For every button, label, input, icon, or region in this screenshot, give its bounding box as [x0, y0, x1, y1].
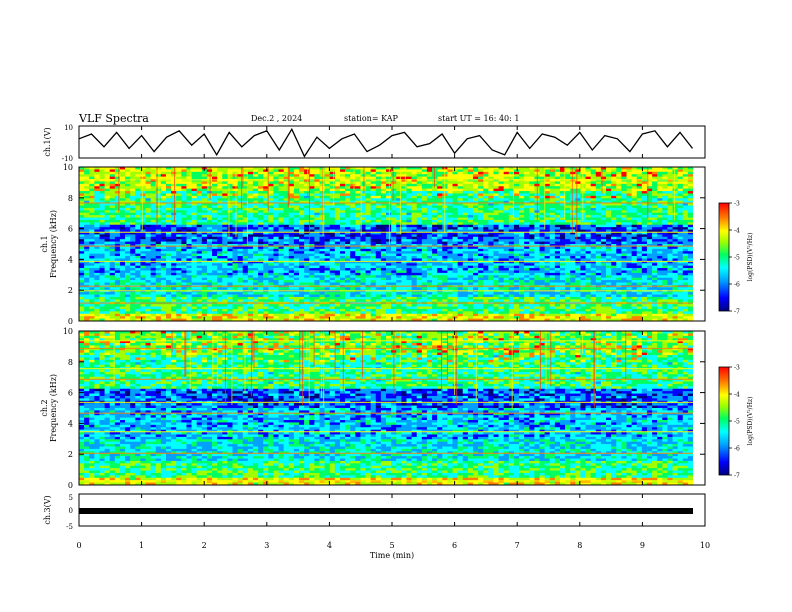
freq-tick-label: 0 — [68, 317, 73, 326]
freq-tick-label: 6 — [68, 225, 73, 234]
colorbar-tick-label: -5 — [734, 419, 740, 426]
freq-tick-label: 8 — [68, 358, 73, 367]
time-axis-ticks: 0 1 2 3 4 5 6 7 8 9 10 — [76, 126, 710, 550]
ch1-ylabel-frequency: Frequency (kHz) — [49, 210, 58, 278]
colorbar-tick-label: -4 — [734, 392, 740, 399]
ch1-yticks: 0 2 4 6 8 10 — [63, 163, 705, 326]
time-tick-label: 1 — [139, 541, 144, 550]
time-tick-label: 7 — [515, 541, 520, 550]
freq-tick-label: 2 — [68, 286, 73, 295]
ch1-ytick-bottom: -10 — [62, 155, 73, 163]
ch1-ylabel: ch.1(V) — [43, 127, 52, 156]
freq-tick-label: 0 — [68, 481, 73, 490]
ch2-ylabel-frequency: Frequency (kHz) — [49, 374, 58, 442]
ch1-waveform-panel: 10 -10 ch.1(V) — [43, 124, 706, 163]
freq-tick-label: 10 — [63, 327, 73, 336]
ch2-colorbar: -3 -4 -5 -6 -7 log(PSD)(V²/Hz) — [718, 365, 754, 480]
time-tick-label: 4 — [327, 541, 332, 550]
station-label: station= KAP — [344, 114, 398, 123]
colorbar-tick-label: -7 — [734, 309, 740, 316]
ch2-colorbar-label: log(PSD)(V²/Hz) — [747, 397, 754, 446]
time-tick-label: 8 — [577, 541, 582, 550]
colorbar-tick-label: -3 — [734, 201, 740, 208]
ch3-ytick-5: 5 — [69, 494, 73, 502]
ch3-ylabel: ch.3(V) — [43, 495, 52, 524]
ch1-waveform-line — [78, 127, 694, 158]
freq-tick-label: 6 — [68, 389, 73, 398]
time-axis-label: Time (min) — [370, 551, 414, 560]
ch2-spectrogram-image — [79, 331, 705, 486]
time-tick-label: 10 — [700, 541, 710, 550]
freq-tick-label: 4 — [68, 255, 73, 264]
time-tick-label: 5 — [389, 541, 394, 550]
colorbar-tick-label: -5 — [734, 255, 740, 262]
colorbar-tick-label: -4 — [734, 228, 740, 235]
date-label: Dec.2 , 2024 — [251, 114, 303, 123]
ch1-ylabel-channel: ch.1 — [40, 235, 49, 252]
ch2-yticks: 0 2 4 6 8 10 — [63, 327, 705, 490]
ch1-spectrogram-image — [79, 167, 705, 322]
ch3-ytick-0: 0 — [69, 507, 73, 515]
freq-tick-label: 10 — [63, 163, 73, 172]
colorbar-tick-label: -7 — [734, 473, 740, 480]
time-tick-label: 6 — [452, 541, 457, 550]
ch2-spectrogram-panel: 0 2 4 6 8 10 ch.2 Frequency (kHz) — [40, 327, 706, 490]
ch1-spectrogram-panel: 0 2 4 6 8 10 ch.1 Frequency (kHz) — [40, 163, 706, 326]
time-tick-label: 9 — [640, 541, 645, 550]
colorbar-tick-label: -6 — [734, 446, 740, 453]
freq-tick-label: 8 — [68, 194, 73, 203]
freq-tick-label: 2 — [68, 450, 73, 459]
start-ut-label: start UT = 16: 40: 1 — [438, 114, 520, 123]
time-tick-label: 2 — [202, 541, 207, 550]
ch3-waveform-panel: 5 0 -5 ch.3(V) — [43, 493, 706, 531]
figure-title: VLF Spectra — [79, 112, 149, 125]
colorbar-tick-label: -3 — [734, 365, 740, 372]
ch1-ytick-top: 10 — [64, 124, 73, 132]
time-tick-label: 0 — [76, 541, 81, 550]
time-tick-label: 3 — [264, 541, 269, 550]
ch1-colorbar: -3 -4 -5 -6 -7 log(PSD)(V²/Hz) — [718, 201, 754, 316]
ch3-ytick-minus5: -5 — [66, 523, 73, 531]
freq-tick-label: 4 — [68, 419, 73, 428]
ch1-colorbar-label: log(PSD)(V²/Hz) — [747, 233, 754, 282]
ch3-waveform-trace — [79, 508, 693, 514]
ch2-ylabel-channel: ch.2 — [40, 399, 49, 416]
colorbar-tick-label: -6 — [734, 282, 740, 289]
